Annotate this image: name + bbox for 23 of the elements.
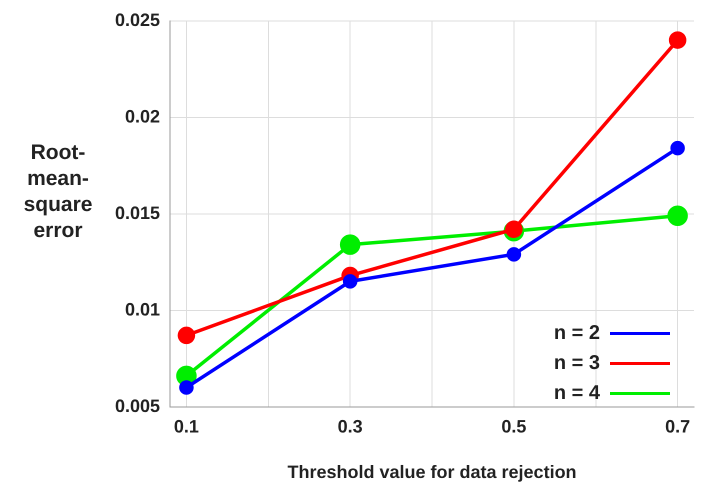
legend-label: n = 3	[554, 352, 600, 374]
x-tick-label: 0.7	[665, 416, 690, 437]
y-axis-title: Root-mean-square error	[22, 140, 94, 244]
legend-label: n = 2	[554, 322, 600, 344]
point	[667, 205, 688, 226]
point	[506, 247, 522, 262]
point	[342, 274, 358, 289]
legend-label: n = 4	[554, 382, 600, 404]
y-tick-label: 0.01	[124, 299, 160, 320]
y-tick-label: 0.02	[124, 106, 160, 126]
x-tick-label: 0.5	[501, 416, 526, 437]
point	[178, 326, 196, 344]
y-tick-label: 0.015	[114, 202, 160, 223]
point	[179, 380, 194, 395]
x-tick-label: 0.1	[174, 416, 199, 437]
point	[670, 140, 685, 156]
point	[340, 234, 360, 255]
x-tick-label: 0.3	[338, 416, 363, 437]
y-tick-label: 0.005	[114, 396, 160, 416]
point	[668, 31, 686, 49]
x-axis-title: Threshold value for data rejection	[287, 462, 577, 482]
y-tick-label: 0.025	[114, 10, 160, 30]
point	[505, 220, 523, 238]
